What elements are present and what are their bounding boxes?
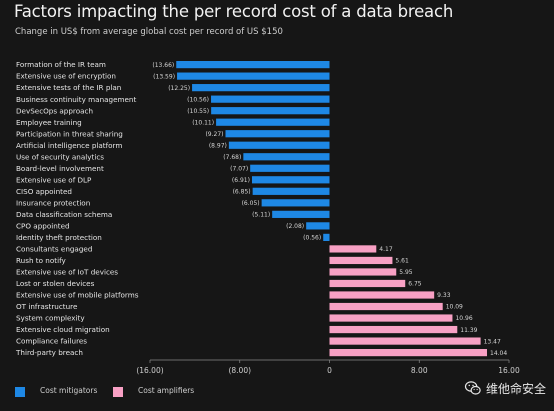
bar-mitigator	[176, 61, 330, 69]
value-label: (6.05)	[242, 200, 260, 207]
bar-mitigator	[243, 153, 330, 161]
bar-amplifier	[329, 256, 393, 265]
bar-mitigator	[228, 141, 330, 149]
value-label: (13.59)	[153, 73, 175, 80]
category-label: Third-party breach	[15, 348, 83, 357]
legend-label-amplifiers: Cost amplifiers	[138, 386, 195, 395]
category-label: Extensive use of encryption	[16, 72, 116, 81]
bar-mitigator	[252, 187, 330, 195]
category-label: Artificial intelligence platform	[16, 141, 122, 150]
bar-mitigator	[251, 176, 330, 184]
value-label: 13.47	[484, 338, 501, 345]
value-label: 11.39	[460, 327, 477, 334]
bar-mitigator	[177, 72, 330, 80]
legend-label-mitigators: Cost mitigators	[40, 386, 98, 395]
x-tick-label: (16.00)	[136, 366, 163, 375]
bar-amplifier	[329, 245, 377, 253]
bar-amplifier	[329, 349, 488, 357]
bar-mitigator	[323, 233, 330, 241]
value-label: 14.04	[490, 350, 507, 357]
category-label: Extensive tests of the IR plan	[16, 83, 121, 92]
x-tick-label: 0	[327, 366, 332, 375]
category-label: CISO appointed	[16, 187, 72, 196]
category-label: Use of security analytics	[16, 152, 104, 161]
value-label: (10.55)	[187, 108, 209, 115]
value-label: 6.75	[408, 281, 422, 288]
category-label: CPO appointed	[16, 221, 70, 230]
value-label: (9.27)	[205, 131, 223, 138]
category-label: Data classification schema	[16, 210, 112, 219]
bar-amplifier	[329, 314, 453, 322]
category-label: System complexity	[16, 314, 85, 323]
category-label: Extensive use of DLP	[16, 175, 92, 184]
category-label: Formation of the IR team	[16, 60, 106, 69]
category-label: Extensive use of mobile platforms	[16, 291, 139, 300]
category-label: Identity theft protection	[16, 233, 102, 242]
bar-mitigator	[306, 222, 330, 230]
category-label: Consultants engaged	[16, 245, 92, 254]
chart-subtitle: Change in US$ from average global cost p…	[15, 27, 283, 37]
category-label: Rush to notify	[16, 256, 66, 265]
bar-mitigator	[211, 95, 330, 103]
category-label: Business continuity management	[16, 95, 136, 104]
bar-amplifier	[329, 279, 406, 288]
x-tick-label: 8.00	[411, 366, 428, 375]
category-label: Employee training	[16, 118, 82, 127]
value-label: (6.91)	[232, 177, 250, 184]
bar-mitigator	[192, 84, 330, 92]
bar-amplifier	[329, 325, 458, 334]
value-label: 10.09	[446, 304, 463, 311]
bar-mitigator	[272, 210, 330, 218]
bar-mitigator	[250, 164, 330, 172]
legend-swatch-mitigators	[15, 387, 25, 397]
category-label: DevSecOps approach	[16, 106, 93, 115]
bar-amplifier	[329, 291, 435, 299]
category-label: Board-level involvement	[16, 164, 104, 173]
value-label: (7.07)	[230, 165, 248, 172]
value-label: (10.11)	[192, 119, 214, 126]
category-label: Extensive cloud migration	[16, 325, 110, 334]
value-label: (6.85)	[233, 189, 251, 196]
value-label: (10.56)	[187, 96, 209, 103]
value-label: (13.66)	[152, 62, 174, 69]
value-label: 9.33	[437, 292, 451, 299]
watermark-text: 维他命安全	[485, 381, 546, 396]
bar-mitigator	[211, 107, 330, 115]
watermark: 维他命安全	[464, 379, 546, 397]
category-label: Extensive use of IoT devices	[16, 268, 118, 277]
legend-swatch-amplifiers	[113, 387, 123, 397]
bar-mitigator	[216, 118, 330, 126]
chart-title: Factors impacting the per record cost of…	[14, 2, 454, 21]
value-label: (2.08)	[286, 223, 304, 230]
value-label: 5.61	[395, 258, 409, 265]
bar-mitigator	[225, 130, 330, 138]
x-tick-label: (8.00)	[228, 366, 251, 375]
bar-mitigator	[261, 199, 330, 207]
category-label: Lost or stolen devices	[16, 279, 95, 288]
value-label: (5.11)	[252, 212, 270, 219]
value-label: 5.95	[399, 269, 413, 276]
value-label: (0.56)	[303, 235, 321, 242]
value-label: 4.17	[379, 246, 393, 253]
category-label: Insurance protection	[16, 198, 90, 207]
wechat-icon	[464, 381, 481, 395]
bar-amplifier	[329, 302, 443, 311]
category-label: Compliance failures	[16, 337, 87, 346]
x-tick-label: 16.00	[498, 366, 520, 375]
category-label: Participation in threat sharing	[16, 129, 123, 138]
value-label: (8.97)	[209, 142, 227, 149]
value-label: (12.25)	[168, 85, 190, 92]
value-label: (7.68)	[223, 154, 241, 161]
bar-amplifier	[329, 268, 397, 276]
value-label: 10.96	[455, 315, 472, 322]
bar-amplifier	[329, 337, 481, 345]
category-label: OT infrastructure	[16, 302, 78, 311]
